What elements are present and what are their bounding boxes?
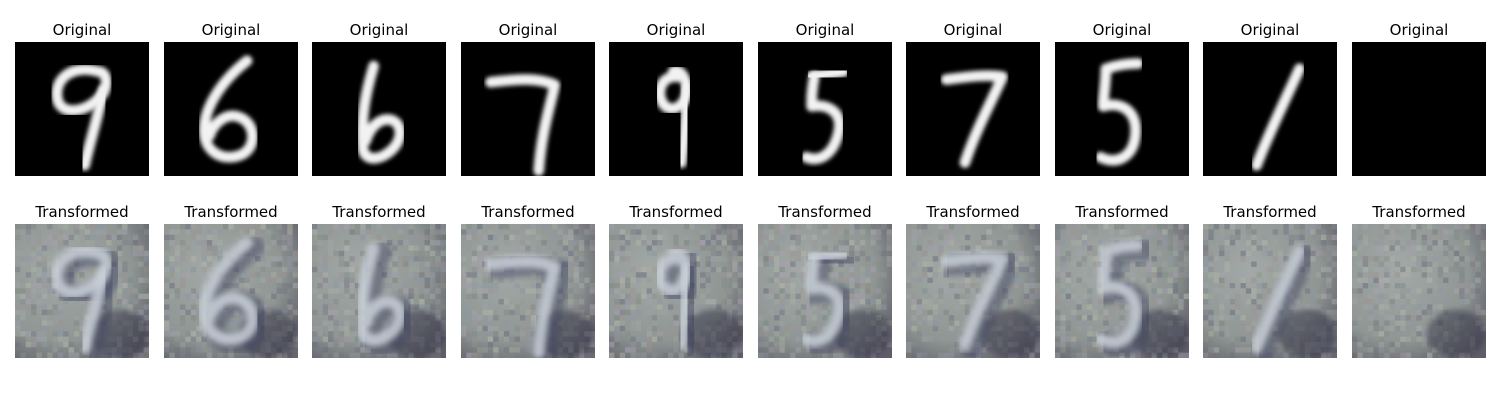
transformed-panel: Transformed (461, 202, 595, 362)
original-panel: Original (609, 20, 743, 180)
transformed-panel: Transformed (906, 202, 1040, 362)
original-panel-title: Original (349, 21, 409, 39)
transformed-panel-title: Transformed (1223, 203, 1317, 221)
transformed-panel: Transformed (312, 202, 446, 362)
transformed-digit-image (609, 224, 743, 358)
transformed-panel: Transformed (609, 202, 743, 362)
original-panel: Original (164, 20, 298, 180)
transformed-digit-image (164, 224, 298, 358)
transformed-digit-image (15, 224, 149, 358)
original-digit-image (906, 42, 1040, 176)
original-panel-title: Original (52, 21, 112, 39)
original-digit-image (15, 42, 149, 176)
transformed-digit-image (906, 224, 1040, 358)
transformed-digit-image (1203, 224, 1337, 358)
transformed-panel-title: Transformed (332, 203, 426, 221)
original-panel: Original (906, 20, 1040, 180)
transformed-panel: Transformed (164, 202, 298, 362)
original-digit-image (1203, 42, 1337, 176)
transformed-digit-image (461, 224, 595, 358)
transformed-digit-image (1352, 224, 1486, 358)
transformed-panel: Transformed (15, 202, 149, 362)
transformed-panel-title: Transformed (1075, 203, 1169, 221)
transformed-panel: Transformed (1055, 202, 1189, 362)
transformed-panel-title: Transformed (926, 203, 1020, 221)
original-panel: Original (461, 20, 595, 180)
original-panel-title: Original (795, 21, 855, 39)
transformed-panel-title: Transformed (481, 203, 575, 221)
original-panel-title: Original (498, 21, 558, 39)
original-panel: Original (1203, 20, 1337, 180)
original-digit-image (164, 42, 298, 176)
transformed-panel-title: Transformed (1372, 203, 1466, 221)
transformed-panel: Transformed (1203, 202, 1337, 362)
original-digit-image (758, 42, 892, 176)
transformed-panel-title: Transformed (184, 203, 278, 221)
transformed-digit-image (1055, 224, 1189, 358)
transformed-panel-title: Transformed (629, 203, 723, 221)
original-digit-image (461, 42, 595, 176)
original-digit-image (609, 42, 743, 176)
original-panel: Original (1352, 20, 1486, 180)
transformed-panel: Transformed (1352, 202, 1486, 362)
original-digit-image (312, 42, 446, 176)
original-panel-title: Original (201, 21, 261, 39)
original-digit-image (1055, 42, 1189, 176)
original-panel: Original (758, 20, 892, 180)
transformed-digit-image (312, 224, 446, 358)
original-digit-image (1352, 42, 1486, 176)
original-panel-title: Original (646, 21, 706, 39)
original-panel-title: Original (1240, 21, 1300, 39)
original-panel: Original (15, 20, 149, 180)
original-panel-title: Original (1092, 21, 1152, 39)
transformed-panel: Transformed (758, 202, 892, 362)
original-panel: Original (312, 20, 446, 180)
transformed-panel-title: Transformed (35, 203, 129, 221)
original-panel-title: Original (1389, 21, 1449, 39)
transformed-digit-image (758, 224, 892, 358)
original-panel: Original (1055, 20, 1189, 180)
original-panel-title: Original (943, 21, 1003, 39)
transformed-panel-title: Transformed (778, 203, 872, 221)
